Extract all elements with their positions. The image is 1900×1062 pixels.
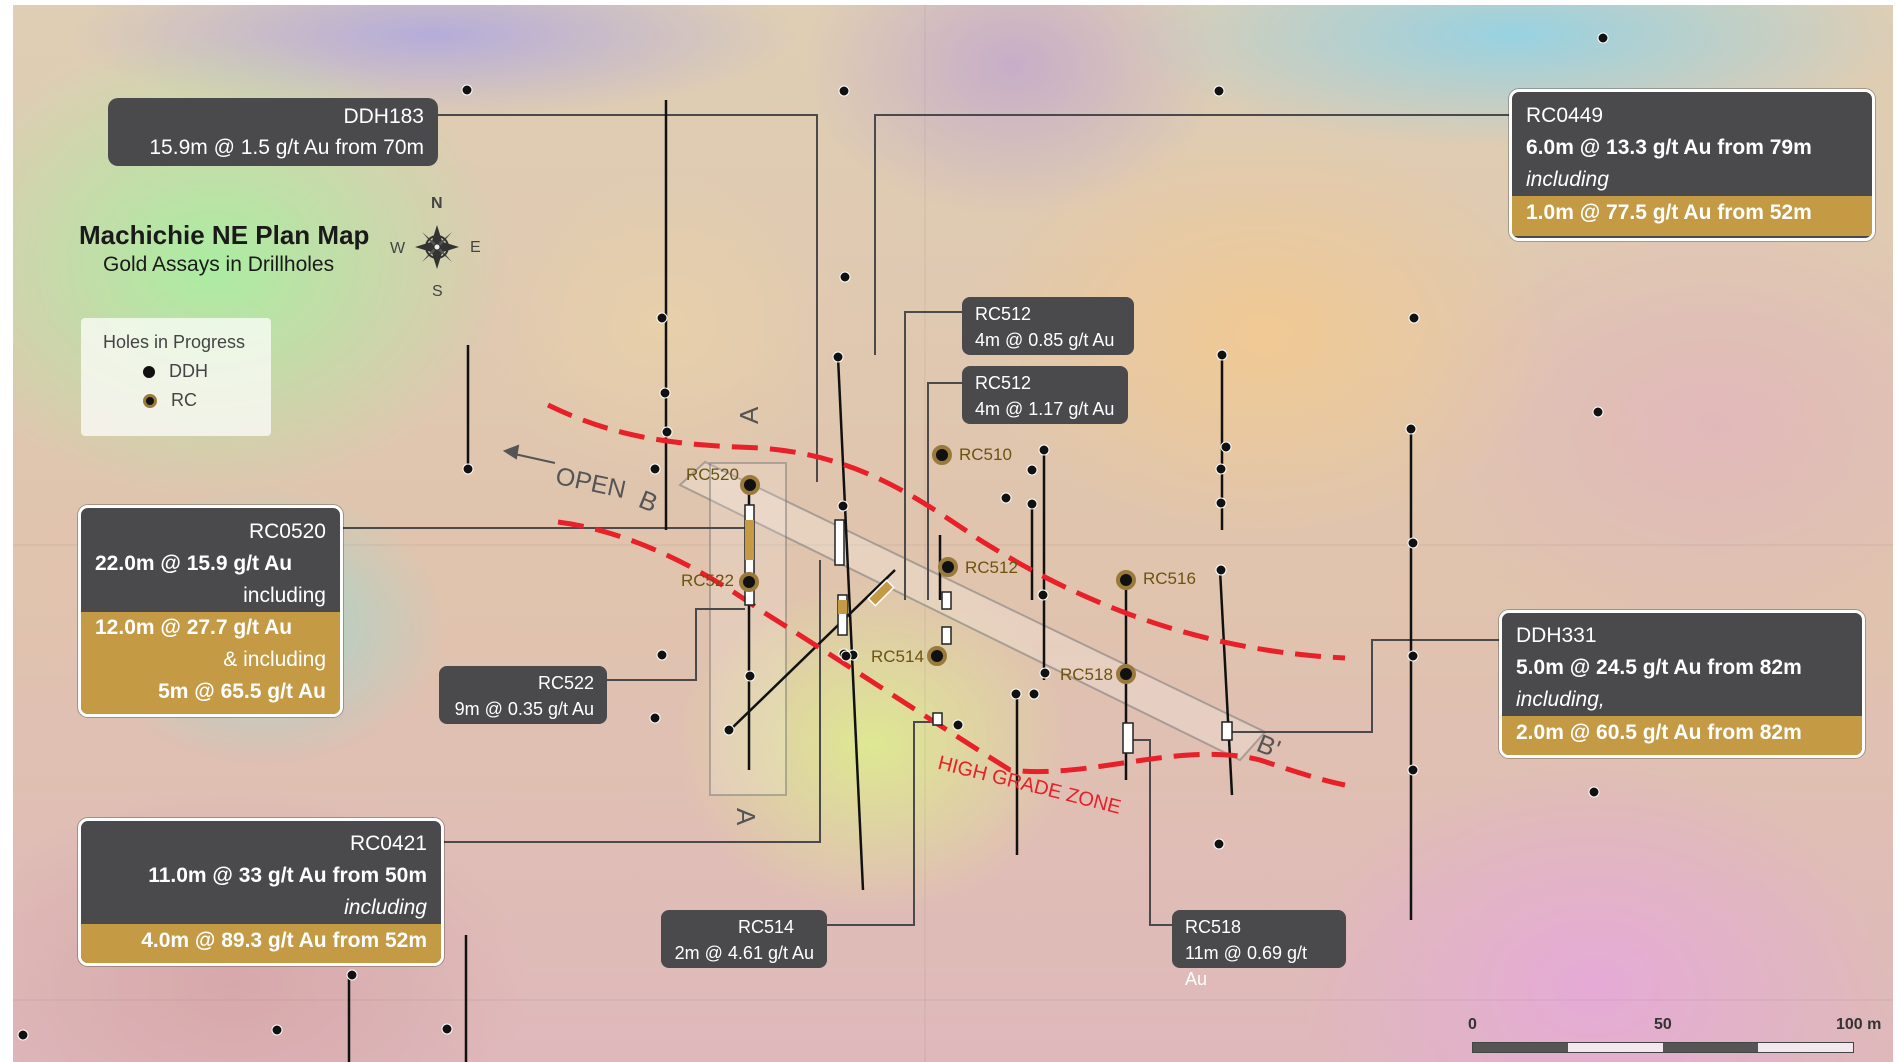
- hole-label-rc512: RC512: [965, 558, 1018, 577]
- callout-rc0421-line1: 11.0m @ 33 g/t Au from 50m: [148, 864, 427, 887]
- callout-rc0520: RC0520 22.0m @ 15.9 g/t Au including 12.…: [78, 505, 343, 717]
- rc-collars: [739, 445, 1136, 684]
- callout-ddh331-line2: including,: [1516, 688, 1605, 711]
- callout-rc512a: RC512 4m @ 0.85 g/t Au: [962, 297, 1134, 355]
- scale-bar-graphic: [1472, 1042, 1854, 1053]
- compass-north: N: [431, 195, 443, 212]
- legend-label-rc: RC: [171, 390, 197, 410]
- callout-rc512b: RC512 4m @ 1.17 g/t Au: [962, 366, 1128, 424]
- scale-tick-100: 100 m: [1836, 1016, 1882, 1033]
- callout-rc0520-line2: including: [243, 584, 326, 607]
- compass-east: E: [470, 239, 481, 256]
- assay-intervals: [744, 504, 1233, 754]
- callout-rc0449-title: RC0449: [1526, 104, 1604, 127]
- hole-label-rc510: RC510: [959, 445, 1012, 464]
- hole-label-rc520: RC520: [686, 465, 739, 484]
- section-a-top-label: A: [734, 406, 764, 424]
- hole-label-rc516: RC516: [1143, 569, 1196, 588]
- callout-rc0520-title: RC0520: [248, 520, 326, 543]
- callout-rc512b-title: RC512: [975, 373, 1032, 393]
- callout-rc0449-line2: including: [1526, 168, 1609, 191]
- scale-tick-0: 0: [1468, 1016, 1477, 1033]
- leader-lines: [342, 114, 1512, 926]
- callout-rc514-title: RC514: [737, 917, 794, 937]
- compass-south: S: [432, 283, 443, 300]
- scale-bar: 0 50 100 m: [1462, 1014, 1882, 1054]
- callout-rc514-line1: 2m @ 4.61 g/t Au: [674, 943, 814, 963]
- callout-rc0449-line3: 1.0m @ 77.5 g/t Au from 52m: [1512, 196, 1872, 236]
- compass-rose-icon: [415, 225, 459, 269]
- callout-ddh183-title: DDH183: [343, 105, 424, 128]
- callout-ddh331: DDH331 5.0m @ 24.5 g/t Au from 82m inclu…: [1499, 610, 1865, 758]
- map-title-block: Machichie NE Plan Map Gold Assays in Dri…: [79, 220, 369, 277]
- ddh-marker-icon: [143, 365, 155, 378]
- legend-item-rc: RC: [143, 390, 271, 411]
- callout-ddh183: DDH183 15.9m @ 1.5 g/t Au from 70m: [108, 98, 438, 166]
- open-arrow: [502, 444, 556, 464]
- scale-tick-50: 50: [1654, 1016, 1672, 1033]
- callout-rc522-line1: 9m @ 0.35 g/t Au: [454, 699, 594, 719]
- rc-marker-icon: [143, 393, 157, 408]
- callout-rc0520-line3: 12.0m @ 27.7 g/t Au: [95, 616, 293, 639]
- callout-rc0520-line4: & including: [223, 648, 326, 671]
- high-grade-zone-lines: [546, 402, 1346, 788]
- ddh-collars: [17, 32, 1609, 1041]
- callout-rc0421-line2: including: [344, 896, 427, 919]
- legend-label-ddh: DDH: [169, 361, 208, 381]
- callout-rc518-title: RC518: [1185, 917, 1242, 937]
- callout-rc0449-line1: 6.0m @ 13.3 g/t Au from 79m: [1526, 136, 1812, 159]
- legend-title: Holes in Progress: [103, 332, 246, 352]
- callout-rc0449: RC0449 6.0m @ 13.3 g/t Au from 79m inclu…: [1509, 89, 1875, 241]
- callout-rc518: RC518 11m @ 0.69 g/t Au: [1172, 910, 1346, 989]
- callout-rc0421: RC0421 11.0m @ 33 g/t Au from 50m includ…: [78, 818, 444, 966]
- hole-label-rc514: RC514: [871, 647, 924, 666]
- hole-label-rc522: RC522: [681, 571, 734, 590]
- callout-ddh183-line1: 15.9m @ 1.5 g/t Au from 70m: [149, 136, 424, 159]
- callout-ddh331-title: DDH331: [1516, 624, 1597, 647]
- callout-rc514: RC514 2m @ 4.61 g/t Au: [661, 910, 827, 968]
- callout-rc0520-gold-block: 12.0m @ 27.7 g/t Au & including 5m @ 65.…: [81, 612, 340, 714]
- callout-rc512b-line1: 4m @ 1.17 g/t Au: [975, 399, 1115, 419]
- callout-rc512a-title: RC512: [975, 304, 1032, 324]
- callout-ddh331-line1: 5.0m @ 24.5 g/t Au from 82m: [1516, 656, 1802, 679]
- callout-rc0520-line5: 5m @ 65.5 g/t Au: [158, 680, 326, 703]
- callout-rc512a-line1: 4m @ 0.85 g/t Au: [975, 330, 1115, 350]
- map-subtitle: Gold Assays in Drillholes: [103, 253, 335, 276]
- callout-rc518-line1: 11m @ 0.69 g/t Au: [1185, 943, 1308, 989]
- section-a-bottom-label: A: [731, 808, 761, 826]
- callout-rc0421-line3: 4.0m @ 89.3 g/t Au from 52m: [81, 924, 441, 963]
- callout-rc522: RC522 9m @ 0.35 g/t Au: [439, 666, 607, 724]
- callout-rc0520-line1: 22.0m @ 15.9 g/t Au: [95, 552, 293, 575]
- map-title: Machichie NE Plan Map: [79, 220, 370, 250]
- legend: Holes in Progress DDH RC: [81, 318, 271, 436]
- callout-ddh331-line3: 2.0m @ 60.5 g/t Au from 82m: [1502, 716, 1862, 755]
- callout-rc522-title: RC522: [537, 673, 594, 693]
- compass: N S E W: [390, 195, 490, 300]
- hole-label-rc518: RC518: [1060, 665, 1113, 684]
- compass-west: W: [390, 240, 406, 257]
- callout-rc0421-title: RC0421: [349, 832, 427, 855]
- legend-item-ddh: DDH: [143, 361, 271, 382]
